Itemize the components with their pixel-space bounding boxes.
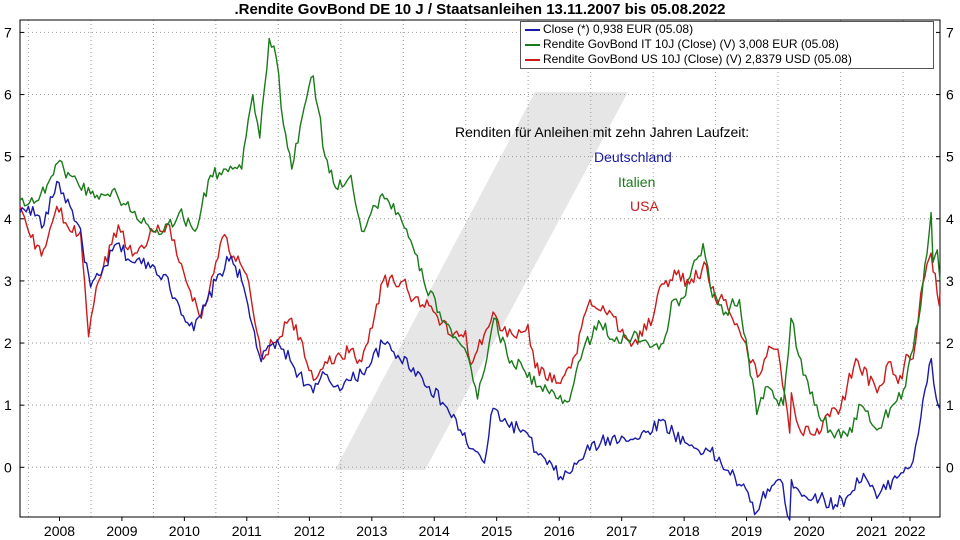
annotation-us: USA <box>630 198 659 214</box>
x-tick-label: 2012 <box>294 523 325 539</box>
x-tick-label: 2014 <box>419 523 450 539</box>
series-line-it <box>19 37 941 439</box>
chart-legend: Close (*) 0,938 EUR (05.08) Rendite GovB… <box>520 21 934 69</box>
y-tick-label-right: 3 <box>946 273 954 289</box>
legend-label-us: Rendite GovBond US 10J (Close) (V) 2,837… <box>543 52 852 66</box>
y-tick-label-right: 1 <box>946 397 954 413</box>
y-tick-label-left: 3 <box>4 273 12 289</box>
axis-layer: 0 0 1 1 2 2 3 3 4 4 5 5 6 6 7 7 2008 2009 2010 2011 2012 2013… <box>4 24 954 539</box>
annotation-de: Deutschland <box>594 149 672 165</box>
chart-title: .Rendite GovBond DE 10 J / Staatsanleihe… <box>234 1 726 18</box>
legend-label-de: Close (*) 0,938 EUR (05.08) <box>543 22 694 36</box>
y-tick-label-right: 4 <box>946 211 954 227</box>
grid-layer <box>20 20 940 517</box>
y-tick-label-right: 6 <box>946 87 954 103</box>
y-tick-label-left: 4 <box>4 211 12 227</box>
y-tick-label-left: 2 <box>4 335 12 351</box>
series-line-us <box>19 205 941 437</box>
y-tick-label-right: 2 <box>946 335 954 351</box>
x-tick-label: 2015 <box>481 523 512 539</box>
y-tick-label-left: 5 <box>4 149 12 165</box>
x-tick-label: 2020 <box>794 523 825 539</box>
legend-swatch-us <box>525 59 540 61</box>
annotation-it: Italien <box>618 174 656 190</box>
legend-entry-us: Rendite GovBond US 10J (Close) (V) 2,837… <box>521 52 933 67</box>
y-tick-label-right: 0 <box>946 459 954 475</box>
x-tick-label: 2013 <box>356 523 387 539</box>
x-tick-label: 2008 <box>44 523 75 539</box>
x-tick-label: 2021 <box>856 523 887 539</box>
y-tick-label-right: 5 <box>946 149 954 165</box>
legend-swatch-de <box>525 29 540 31</box>
x-tick-label: 2022 <box>894 523 925 539</box>
series-layer <box>19 37 941 521</box>
y-tick-label-left: 6 <box>4 87 12 103</box>
annotation-heading: Renditen für Anleihen mit zehn Jahren La… <box>455 124 750 140</box>
plot-frame <box>19 19 941 518</box>
series-line-de <box>19 180 941 521</box>
y-tick-label-left: 7 <box>4 24 12 40</box>
x-tick-label: 2010 <box>169 523 200 539</box>
legend-label-it: Rendite GovBond IT 10J (Close) (V) 3,008… <box>543 37 839 51</box>
x-tick-label: 2009 <box>106 523 137 539</box>
legend-entry-it: Rendite GovBond IT 10J (Close) (V) 3,008… <box>521 37 933 52</box>
x-tick-label: 2011 <box>232 523 262 539</box>
y-tick-label-left: 1 <box>4 397 12 413</box>
legend-entry-de: Close (*) 0,938 EUR (05.08) <box>521 22 933 37</box>
y-tick-label-right: 7 <box>946 24 954 40</box>
watermark-shape <box>335 92 628 470</box>
y-tick-label-left: 0 <box>4 459 12 475</box>
legend-swatch-it <box>525 44 540 46</box>
x-tick-label: 2016 <box>544 523 575 539</box>
x-tick-label: 2018 <box>669 523 700 539</box>
x-tick-label: 2019 <box>731 523 762 539</box>
x-tick-label: 2017 <box>606 523 637 539</box>
